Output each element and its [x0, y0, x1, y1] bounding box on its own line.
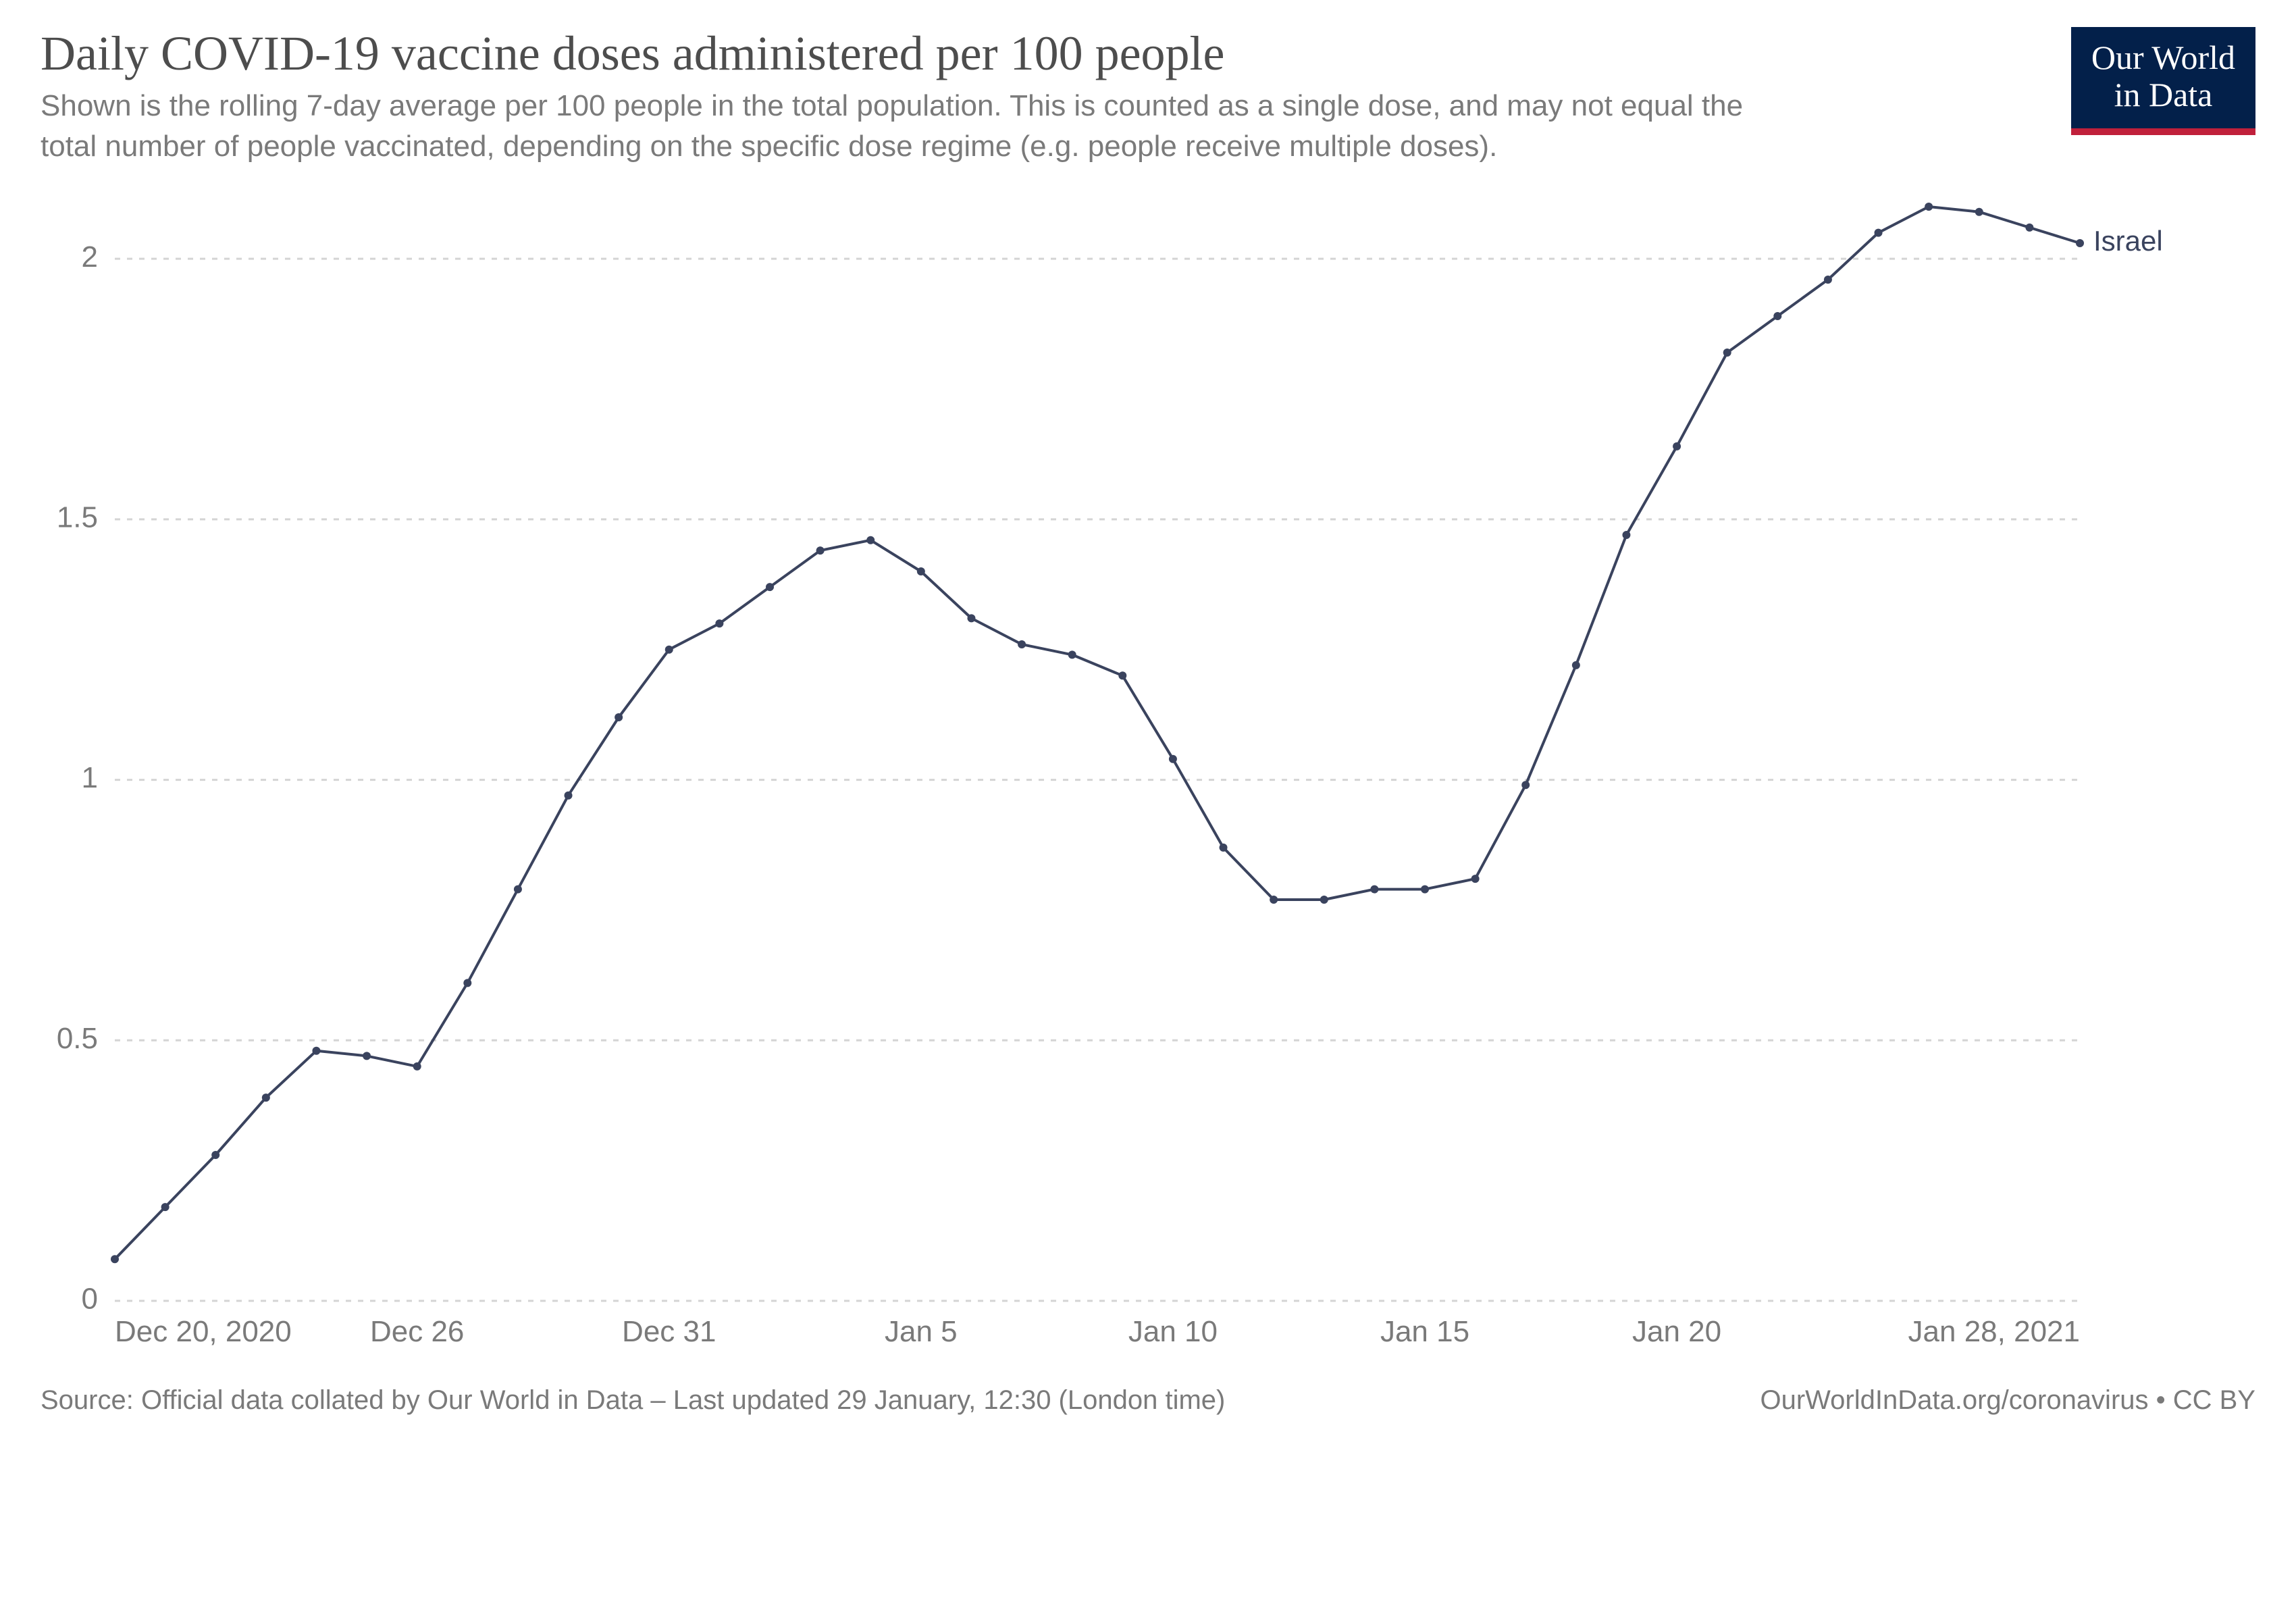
series-marker — [1118, 671, 1126, 679]
series-marker — [1270, 896, 1278, 904]
logo-container: Our World in Data — [2071, 27, 2255, 135]
title-block: Daily COVID-19 vaccine doses administere… — [41, 27, 2071, 166]
y-tick-label: 1 — [82, 761, 98, 794]
chart-subtitle: Shown is the rolling 7-day average per 1… — [41, 86, 1796, 166]
chart-wrap: 0 0.5 1 1.5 2 Dec 20, 2020 Dec 26 Dec 31 Jan 5 Ja… — [41, 186, 2255, 1372]
series-marker — [1521, 781, 1530, 789]
y-tick-label: 1.5 — [57, 500, 98, 534]
series-marker — [413, 1062, 421, 1071]
series-marker — [1169, 755, 1177, 763]
x-tick-label: Jan 10 — [1128, 1315, 1218, 1348]
series-marker — [262, 1093, 270, 1102]
chart-title: Daily COVID-19 vaccine doses administere… — [41, 27, 2044, 80]
x-tick-label: Dec 26 — [370, 1315, 464, 1348]
series-marker — [866, 536, 875, 544]
series-marker — [1320, 896, 1328, 904]
series-marker — [1824, 276, 1832, 284]
series-marker — [917, 567, 925, 575]
series-marker — [1975, 208, 1983, 216]
series-marker — [1925, 203, 1933, 211]
series-marker — [1673, 442, 1681, 451]
series-marker — [1622, 531, 1630, 539]
x-tick-label: Jan 5 — [885, 1315, 958, 1348]
series-marker — [1421, 885, 1429, 894]
series-marker — [1572, 661, 1580, 669]
series-marker — [1068, 650, 1076, 659]
series-marker — [211, 1151, 219, 1159]
series-marker — [111, 1255, 119, 1263]
series-marker — [816, 546, 825, 555]
series-marker — [615, 713, 623, 721]
source-text: Source: Official data collated by Our Wo… — [41, 1385, 1225, 1416]
series-marker — [665, 646, 673, 654]
series-marker — [1875, 229, 1883, 237]
series-marker — [1773, 312, 1781, 320]
series-marker — [1018, 640, 1026, 648]
series-marker — [312, 1047, 320, 1055]
series-marker — [967, 614, 975, 622]
x-tick-label: Dec 31 — [622, 1315, 716, 1348]
y-tick-label: 0 — [82, 1283, 98, 1316]
series-marker — [1723, 349, 1731, 357]
owid-logo: Our World in Data — [2071, 27, 2255, 135]
line-chart: 0 0.5 1 1.5 2 Dec 20, 2020 Dec 26 Dec 31 Jan 5 Ja… — [41, 186, 2255, 1368]
x-tick-label: Jan 15 — [1380, 1315, 1469, 1348]
series-marker — [514, 885, 522, 894]
y-tick-label: 0.5 — [57, 1022, 98, 1055]
x-tick-label: Jan 28, 2021 — [1908, 1315, 2080, 1348]
series-marker — [766, 583, 774, 591]
series-marker — [1471, 875, 1480, 883]
series-line-israel — [115, 207, 2080, 1259]
series-marker — [363, 1052, 371, 1060]
series-marker — [463, 979, 471, 987]
header-row: Daily COVID-19 vaccine doses administere… — [41, 27, 2255, 166]
x-tick-label: Jan 20 — [1632, 1315, 1721, 1348]
series-label-israel: Israel — [2093, 225, 2163, 257]
series-marker — [2076, 239, 2084, 247]
credit-text: OurWorldInData.org/coronavirus • CC BY — [1760, 1385, 2255, 1416]
page: Daily COVID-19 vaccine doses administere… — [0, 0, 2296, 1621]
series-marker — [2025, 224, 2033, 232]
series-marker — [1370, 885, 1378, 894]
x-tick-label: Dec 20, 2020 — [115, 1315, 292, 1348]
series-marker — [1220, 844, 1228, 852]
series-marker — [161, 1203, 169, 1211]
series-marker — [715, 619, 723, 627]
y-tick-label: 2 — [82, 240, 98, 274]
series-marker — [565, 792, 573, 800]
source-row: Source: Official data collated by Our Wo… — [41, 1385, 2255, 1416]
